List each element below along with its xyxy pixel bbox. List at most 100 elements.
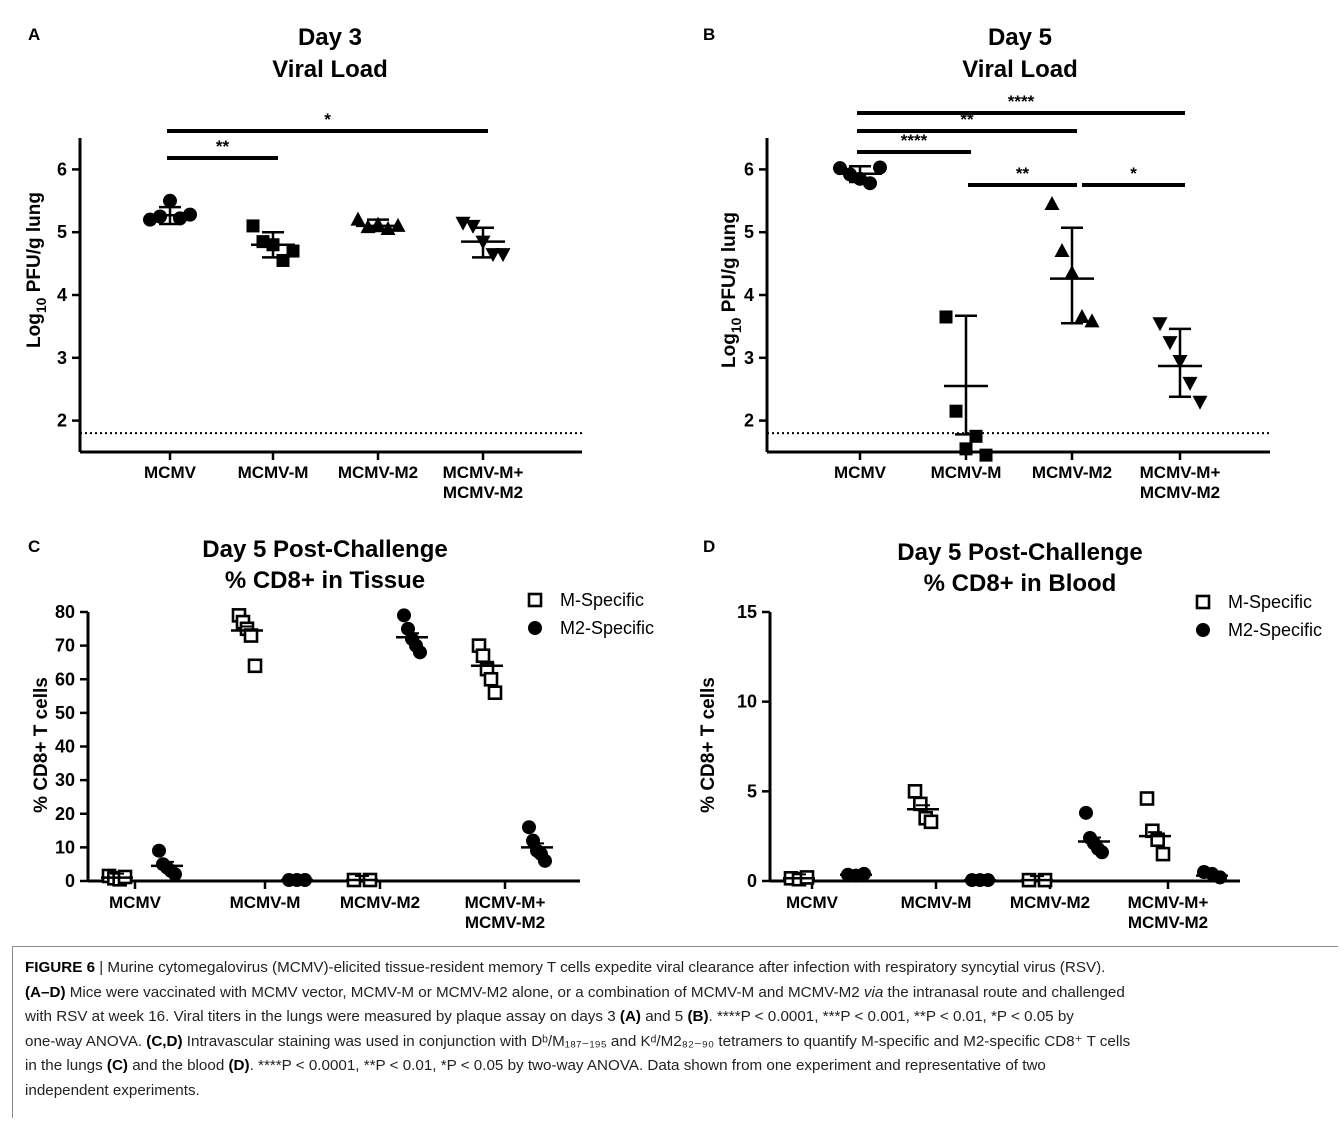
chart-title-line: % CD8+ in Tissue (225, 567, 425, 594)
data-point (1155, 846, 1171, 862)
panel-c: C Day 5 Post-Challenge % CD8+ in Tissue 0 10… (28, 536, 654, 932)
data-point (483, 671, 499, 687)
legend-marker-m2 (528, 621, 542, 635)
caption-line3-c: and 5 (640, 1008, 688, 1025)
data-point (1044, 195, 1060, 210)
x-tick-label: MCMV-M2 (1010, 893, 1090, 912)
y-tick-label: 2 (57, 411, 67, 431)
y-tick-label: 15 (737, 602, 757, 622)
caption-ref-b: (B) (687, 1008, 709, 1025)
x-tick-label: MCMV-M (230, 893, 301, 912)
caption-ref-c: (C) (106, 1057, 128, 1074)
x-tick-label: MCMV-M+ (465, 893, 546, 912)
legend: M-Specific M2-Specific (1195, 592, 1322, 640)
chart-title-line: Day 5 Post-Challenge (202, 536, 447, 563)
caption-separator (12, 946, 1338, 947)
data-point (1213, 870, 1227, 885)
caption-ref-a: (A) (619, 1008, 641, 1025)
ylabel-log: Log (719, 333, 740, 368)
legend-marker-m2 (1196, 623, 1210, 637)
chart-title-line: Viral Load (272, 56, 388, 83)
legend-label-m: M-Specific (1228, 592, 1312, 612)
data-point (1139, 791, 1155, 806)
y-tick-label: 0 (65, 871, 75, 891)
x-tick-label: MCMV (109, 893, 162, 912)
significance-label: * (324, 110, 331, 129)
y-tick-label: 10 (737, 692, 757, 712)
data-point (949, 404, 963, 418)
data-point (286, 244, 300, 258)
caption-ref-cd: (C,D) (146, 1032, 183, 1050)
data-point (833, 161, 847, 176)
legend-label-m: M-Specific (560, 590, 644, 610)
data-point (1162, 336, 1178, 351)
panel-letter: D (703, 537, 715, 556)
data-point (153, 209, 167, 224)
data-point (923, 814, 939, 830)
x-tick-label: MCMV-M2 (443, 483, 523, 502)
data-point (487, 685, 503, 701)
x-tick-label: MCMV-M2 (465, 913, 545, 932)
data-point (1095, 845, 1109, 860)
caption-line5: in the lungs (25, 1057, 107, 1074)
x-tick-label: MCMV-M2 (340, 893, 420, 912)
y-tick-label: 0 (747, 871, 757, 891)
y-tick-label: 30 (55, 770, 75, 790)
data-point (413, 645, 427, 660)
legend: M-Specific M2-Specific (527, 590, 654, 638)
data-point (1192, 395, 1208, 410)
x-tick-label: MCMV-M (901, 893, 972, 912)
data-point (939, 310, 953, 324)
chart-title-line: % CD8+ in Blood (924, 570, 1117, 597)
y-axis-label: % CD8+ T cells (698, 677, 719, 813)
data-point (979, 448, 993, 462)
caption-ref-d: (D) (228, 1057, 250, 1074)
y-tick-label: 40 (55, 737, 75, 757)
y-tick-label: 10 (55, 837, 75, 857)
legend-label-m2: M2-Specific (560, 618, 654, 638)
data-point (959, 442, 973, 456)
caption-line3-e: . ****P < 0.0001, ***P < 0.001, **P < 0.… (708, 1008, 1074, 1025)
caption-line5-c: and the blood (128, 1057, 229, 1074)
y-tick-label: 6 (744, 159, 754, 179)
y-tick-label: 2 (744, 411, 754, 431)
data-point (538, 853, 552, 868)
data-point (522, 820, 536, 835)
y-tick-label: 3 (744, 348, 754, 368)
caption-via: via (863, 983, 884, 1001)
y-tick-label: 50 (55, 703, 75, 723)
data-point (873, 160, 887, 175)
data-point (495, 248, 511, 263)
significance-label: **** (901, 131, 928, 150)
x-tick-label: MCMV-M+ (1140, 463, 1221, 482)
y-tick-label: 80 (55, 602, 75, 622)
caption-line5-e: . ****P < 0.0001, **P < 0.01, *P < 0.05 … (249, 1057, 1046, 1074)
data-point (397, 608, 411, 623)
ylabel-log: Log (24, 313, 45, 348)
caption-fig-label: FIGURE 6 (25, 959, 96, 976)
y-axis-label: % CD8+ T cells (31, 677, 52, 813)
y-tick-label: 70 (55, 636, 75, 656)
caption-line6: independent experiments. (25, 1081, 200, 1099)
caption-line2: Mice were vaccinated with MCMV vector, M… (65, 983, 864, 1001)
x-tick-label: MCMV-M+ (1128, 893, 1209, 912)
data-point (1054, 243, 1070, 258)
chart-title-line: Day 5 Post-Challenge (897, 539, 1142, 566)
data-point (1182, 376, 1198, 391)
chart-title-line: Day 3 (298, 24, 362, 51)
data-point (1074, 308, 1090, 323)
x-tick-label: MCMV (144, 463, 197, 482)
x-tick-label: MCMV-M2 (1140, 483, 1220, 502)
y-tick-label: 5 (747, 781, 757, 801)
figure-caption: FIGURE 6 | Murine cytomegalovirus (MCMV)… (12, 946, 1338, 1118)
caption-ref-ad: (A–D) (25, 983, 66, 1001)
y-axis-label: Log10 PFU/g lung (24, 192, 49, 348)
data-point (863, 176, 877, 191)
significance-label: ** (960, 110, 974, 129)
y-tick-label: 60 (55, 669, 75, 689)
y-tick-label: 5 (57, 222, 67, 242)
x-tick-label: MCMV-M (931, 463, 1002, 482)
